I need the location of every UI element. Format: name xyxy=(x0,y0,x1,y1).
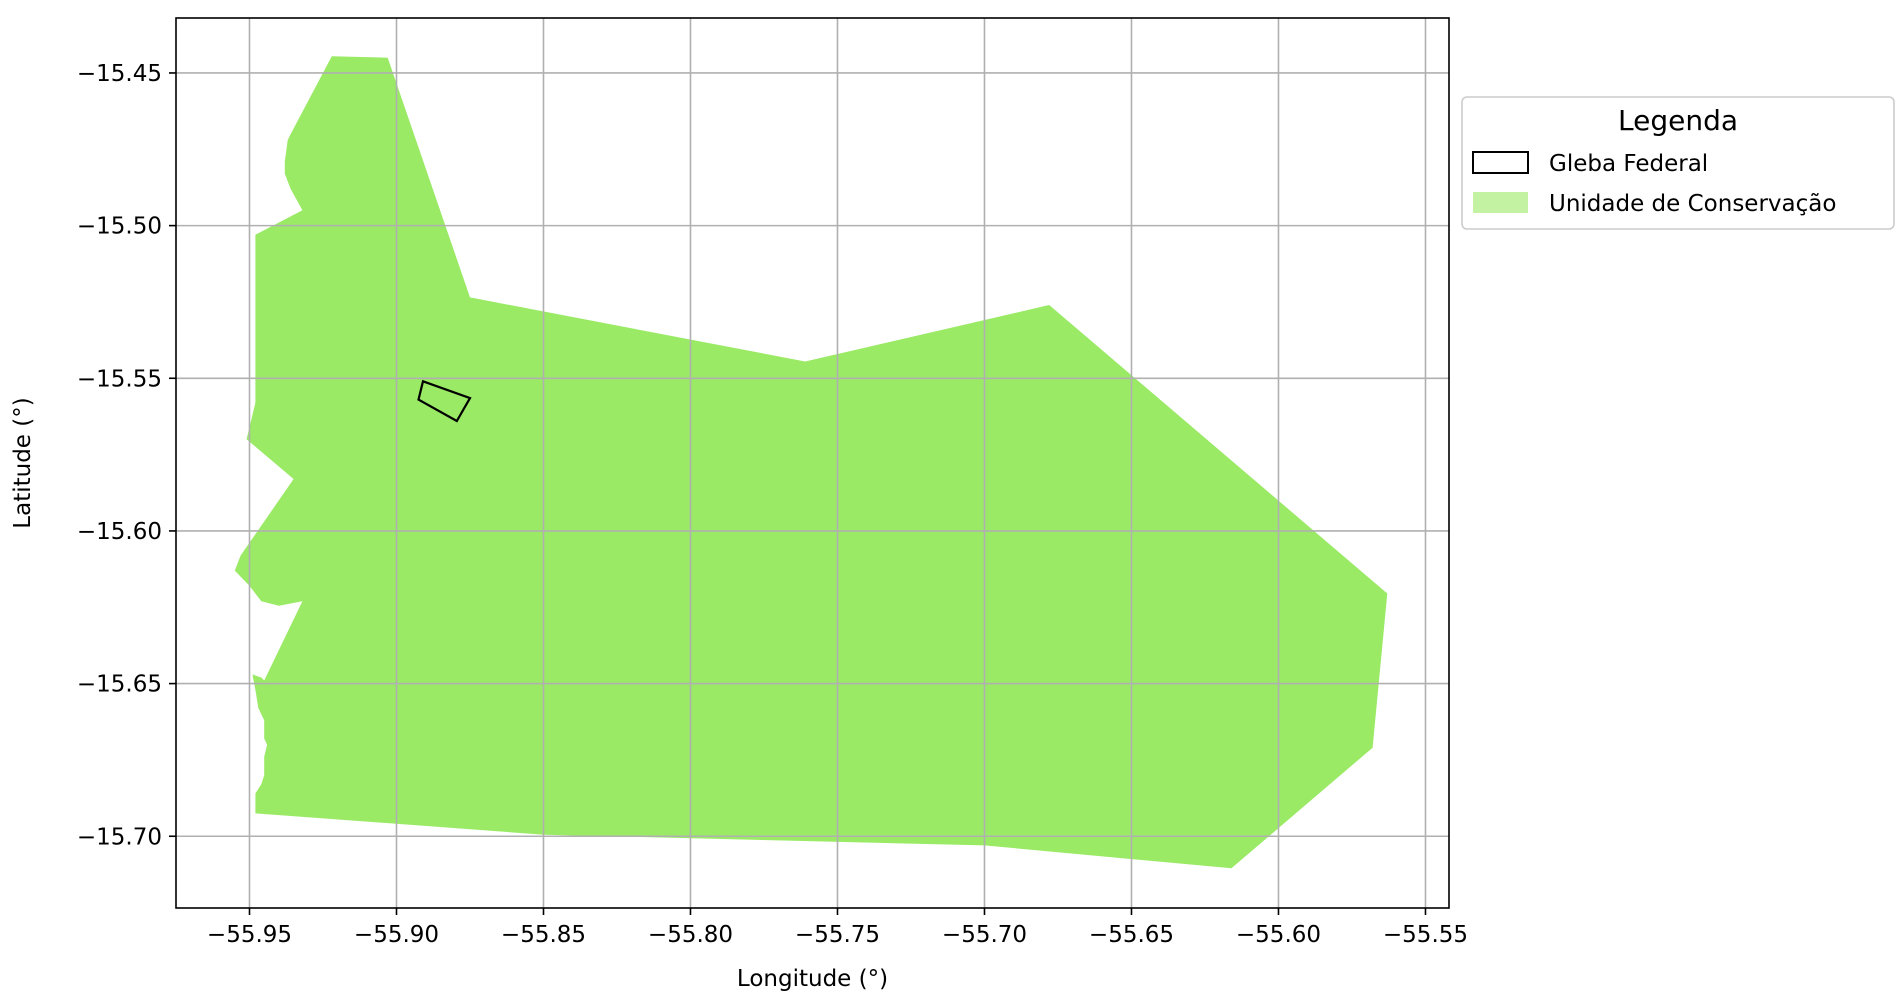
y-tick-label-3: −15.60 xyxy=(77,519,162,545)
y-tick-label-0: −15.45 xyxy=(77,61,162,87)
y-tick-label-1: −15.50 xyxy=(77,214,162,240)
y-tick-label-2: −15.55 xyxy=(77,366,162,392)
x-tick-label-6: −55.65 xyxy=(1089,922,1174,948)
legend-swatch-unidade-de-conservacao xyxy=(1473,192,1528,213)
plot-area xyxy=(176,18,1449,908)
axes-frame xyxy=(175,17,1450,909)
x-tick-label-0: −55.95 xyxy=(207,922,292,948)
grid-lines xyxy=(176,18,1449,908)
axis-ticks: −55.95 −55.90 −55.85 −55.80 −55.75 −55.70 −55.… xyxy=(77,61,1468,948)
x-axis-label: Longitude (°) xyxy=(737,966,888,992)
y-tick-label-5: −15.70 xyxy=(77,824,162,850)
legend-swatch-gleba-federal xyxy=(1472,151,1529,174)
y-tick-label-4: −15.65 xyxy=(77,672,162,698)
x-tick-label-2: −55.85 xyxy=(501,922,586,948)
x-tick-label-8: −55.55 xyxy=(1383,922,1468,948)
y-axis-label: Latitude (°) xyxy=(10,397,36,528)
layer-unidade-de-conservacao xyxy=(234,56,1388,869)
x-tick-label-4: −55.75 xyxy=(795,922,880,948)
layer-gleba-federal xyxy=(417,379,472,423)
legend-label-gleba-federal: Gleba Federal xyxy=(1549,151,1708,177)
legend-box xyxy=(1461,96,1895,230)
map-layers xyxy=(234,56,1388,869)
legend-label-unidade-de-conservacao: Unidade de Conservação xyxy=(1549,191,1836,217)
x-tick-label-5: −55.70 xyxy=(942,922,1027,948)
x-tick-label-1: −55.90 xyxy=(354,922,439,948)
x-tick-label-3: −55.80 xyxy=(648,922,733,948)
x-tick-label-7: −55.60 xyxy=(1236,922,1321,948)
legend: Legenda Gleba Federal Unidade de Conserv… xyxy=(1461,96,1895,230)
legend-title: Legenda xyxy=(1618,104,1738,137)
